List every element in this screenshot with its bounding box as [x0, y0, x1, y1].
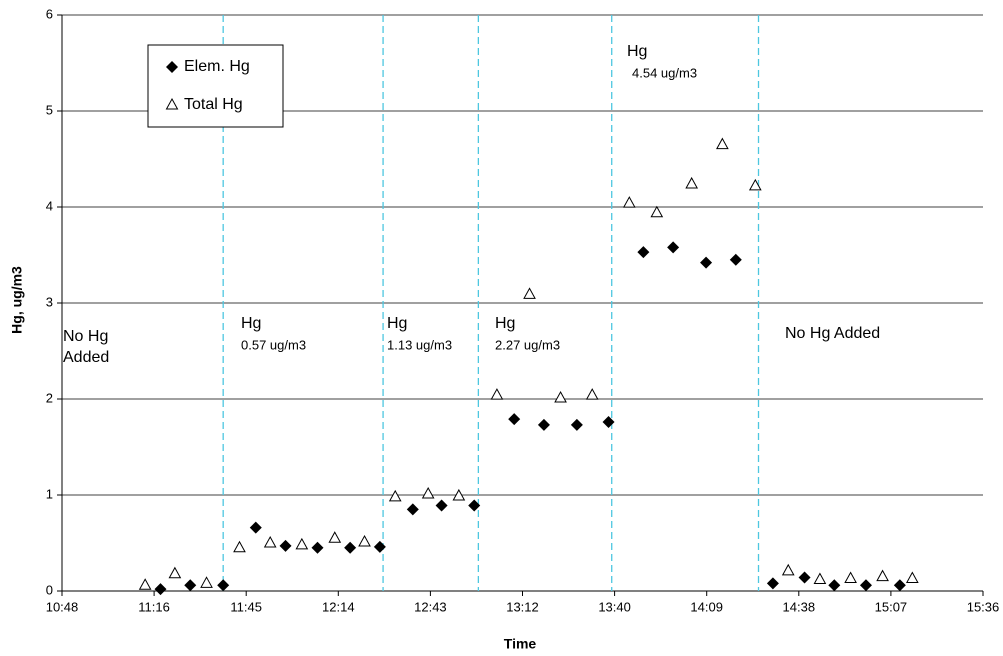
diamond-marker	[468, 499, 481, 512]
diamond-marker	[893, 579, 906, 592]
triangle-marker	[905, 571, 919, 584]
annotation: 1.13 ug/m3	[387, 337, 452, 352]
annotation: Hg	[627, 43, 647, 60]
diamond-marker	[570, 418, 583, 431]
triangle-marker	[358, 535, 371, 547]
triangle-marker	[200, 576, 213, 588]
x-tick-label: 11:45	[230, 599, 262, 614]
diamond-marker	[373, 540, 386, 553]
y-tick-label: 3	[46, 294, 53, 309]
legend-box	[147, 44, 284, 128]
diamond-marker	[602, 416, 615, 429]
triangle-marker	[554, 391, 567, 403]
x-tick-label: 14:09	[690, 599, 723, 614]
y-tick-label: 5	[46, 102, 53, 117]
y-axis-title: Hg, ug/m3	[9, 266, 25, 334]
x-tick-label: 11:16	[138, 599, 170, 614]
x-tick-label: 14:38	[783, 599, 816, 614]
triangle-marker	[716, 137, 729, 150]
triangle-marker	[168, 566, 182, 579]
triangle-marker	[781, 563, 795, 576]
triangle-marker	[585, 388, 599, 400]
annotation: No Hg Added	[785, 325, 880, 342]
y-tick-label: 6	[46, 6, 53, 21]
x-tick-label: 10:48	[46, 599, 79, 614]
annotation: Added	[63, 349, 109, 366]
diamond-marker	[184, 579, 197, 592]
triangle-marker	[650, 205, 664, 218]
diamond-marker	[859, 579, 872, 592]
triangle-marker	[490, 388, 504, 400]
triangle-marker	[452, 488, 466, 501]
triangle-marker	[685, 176, 699, 189]
diamond-marker	[537, 418, 550, 431]
triangle-marker	[622, 196, 636, 208]
legend-label: Elem. Hg	[184, 58, 250, 75]
diamond-marker	[154, 583, 167, 596]
annotation: No Hg	[63, 328, 108, 345]
triangle-marker	[388, 489, 402, 502]
x-tick-label: 12:14	[322, 599, 355, 614]
annotation: 2.27 ug/m3	[495, 337, 560, 352]
diamond-marker	[279, 539, 292, 552]
triangle-marker	[328, 531, 342, 543]
x-tick-label: 12:43	[414, 599, 447, 614]
triangle-marker	[165, 97, 179, 110]
diamond-marker	[766, 577, 779, 590]
diamond-marker	[435, 499, 448, 512]
diamond-marker	[637, 246, 650, 259]
annotation: Hg	[495, 315, 515, 332]
x-tick-label: 15:36	[967, 599, 1000, 614]
diamond-marker	[406, 503, 419, 516]
triangle-marker	[876, 569, 889, 582]
triangle-marker	[233, 540, 246, 553]
y-tick-label: 0	[46, 582, 53, 597]
diamond-marker	[344, 541, 357, 554]
x-axis-title: Time	[504, 636, 537, 652]
triangle-marker	[295, 537, 309, 550]
y-tick-label: 4	[46, 198, 53, 213]
x-tick-label: 13:40	[598, 599, 631, 614]
y-tick-label: 2	[46, 390, 53, 405]
legend-label: Total Hg	[184, 96, 243, 113]
triangle-marker	[421, 487, 435, 499]
annotation: 4.54 ug/m3	[632, 65, 697, 80]
annotation: 0.57 ug/m3	[241, 337, 306, 352]
diamond-marker	[700, 256, 713, 269]
triangle-marker	[523, 287, 536, 299]
y-tick-label: 1	[46, 486, 53, 501]
x-tick-label: 13:12	[506, 599, 539, 614]
triangle-marker	[138, 578, 152, 590]
triangle-marker	[813, 572, 827, 584]
annotation: Hg	[387, 315, 407, 332]
diamond-marker	[508, 413, 521, 426]
diamond-marker	[166, 61, 178, 73]
diamond-marker	[828, 579, 841, 592]
diamond-marker	[729, 253, 742, 266]
diamond-marker	[798, 571, 811, 584]
triangle-marker	[263, 535, 277, 548]
x-tick-label: 15:07	[875, 599, 908, 614]
diamond-marker	[217, 579, 230, 592]
annotation: Hg	[241, 315, 261, 332]
diamond-marker	[311, 541, 324, 554]
triangle-marker	[748, 178, 762, 191]
triangle-marker	[844, 571, 857, 584]
diamond-marker	[667, 241, 680, 254]
diamond-marker	[249, 521, 262, 534]
